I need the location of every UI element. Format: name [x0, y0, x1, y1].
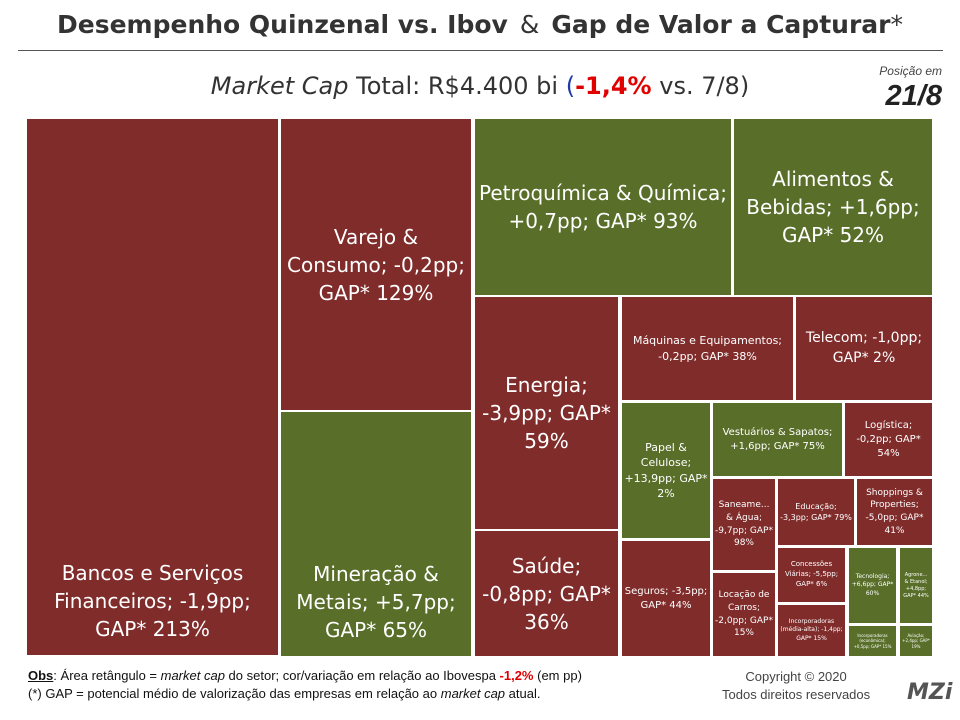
subtitle-total: Total: R$4.400 bi — [348, 72, 559, 100]
position-date: 21/8 — [885, 80, 942, 112]
treemap-tile-5: Alimentos & Bebidas; +1,6pp; GAP* 52% — [732, 117, 934, 297]
treemap-tile-label: Mineração & Metais; +5,7pp; GAP* 65% — [296, 562, 456, 642]
treemap-tile-label: Vestuários & Sapatos; +1,6pp; GAP* 75% — [722, 426, 833, 452]
obs-text-2: do setor; cor/variação em relação ao Ibo… — [224, 668, 500, 683]
treemap-tile-16: Seguros; -3,5pp; GAP* 44% — [620, 539, 712, 658]
treemap-tile-23: Aviação; +2,4pp; GAP* 19% — [898, 624, 934, 658]
treemap-tile-label: Incorporadoras (média-alta); -1,4pp; GAP… — [780, 617, 843, 642]
position-label: Posição em — [879, 64, 942, 78]
treemap-tile-6: Energia; -3,9pp; GAP* 59% — [473, 295, 620, 531]
treemap-tile-label: Varejo & Consumo; -0,2pp; GAP* 129% — [287, 224, 465, 305]
chart-title: Desempenho Quinzenal vs. Ibov & Gap de Val… — [0, 10, 960, 39]
subtitle-change: -1,4% — [575, 72, 652, 100]
obs-text-1: : Área retângulo = — [53, 668, 161, 683]
treemap-tile-15: Shoppings & Properties; -5,0pp; GAP* 41% — [855, 477, 934, 547]
treemap-tile-19: Agrone... & Etanol; +4,8pp; GAP* 44% — [898, 546, 934, 625]
mzi-logo: MZi — [907, 680, 953, 705]
copyright: Copyright © 2020 Todos direitos reservad… — [722, 668, 870, 704]
gap-italic: market cap — [440, 686, 506, 701]
copyright-line-1: Copyright © 2020 — [745, 669, 847, 684]
treemap-tile-label: Máquinas e Equipamentos; -0,2pp; GAP* 38… — [632, 334, 783, 363]
treemap-tile-label: Incorporadoras (econômica); +0,5pp; GAP*… — [853, 632, 892, 649]
treemap-tile-label: Logística; -0,2pp; GAP* 54% — [856, 419, 921, 459]
treemap-tile-label: Energia; -3,9pp; GAP* 59% — [482, 373, 611, 453]
treemap-tile-10: Papel & Celulose; +13,9pp; GAP* 2% — [620, 401, 712, 540]
treemap-tile-17: Concessões Viárias; -5,5pp; GAP* 6% — [776, 546, 847, 604]
treemap-tile-2: Varejo & Consumo; -0,2pp; GAP* 129% — [279, 117, 473, 412]
copyright-line-2: Todos direitos reservados — [722, 687, 871, 702]
title-asterisk: * — [890, 10, 903, 39]
treemap-tile-label: Tecnologia; +6,6pp; GAP* 60% — [851, 572, 894, 597]
treemap-tile-label: Locação de Carros; -2,0pp; GAP* 15% — [715, 590, 773, 639]
title-ampersand: & — [519, 10, 540, 39]
treemap-tile-12: Logística; -0,2pp; GAP* 54% — [843, 401, 934, 478]
treemap-tile-label: Concessões Viárias; -5,5pp; GAP* 6% — [784, 560, 839, 588]
treemap-tile-13: Saneame... & Água; -9,7pp; GAP* 98% — [711, 477, 777, 572]
treemap-tile-label: Saneame... & Água; -9,7pp; GAP* 98% — [715, 500, 773, 549]
chart-subtitle: Market Cap Total: R$4.400 bi (-1,4% vs. … — [0, 72, 960, 100]
title-right: Gap de Valor a Capturar — [551, 10, 891, 39]
footer-obs-note: Obs: Área retângulo = market cap do seto… — [28, 668, 582, 683]
treemap-tile-4: Petroquímica & Química; +0,7pp; GAP* 93% — [473, 117, 733, 297]
subtitle-ref: vs. 7/8) — [651, 72, 750, 100]
treemap-tile-label: Aviação; +2,4pp; GAP* 19% — [902, 632, 930, 649]
treemap-tile-21: Incorporadoras (média-alta); -1,4pp; GAP… — [776, 603, 847, 658]
obs-text-3: (em pp) — [533, 668, 582, 683]
subtitle-metric: Market Cap — [210, 72, 349, 100]
footer-gap-note: (*) GAP = potencial médio de valorização… — [28, 686, 540, 701]
title-divider — [18, 50, 943, 51]
treemap-tile-label: Educação; -3,3pp; GAP* 79% — [780, 501, 852, 522]
obs-label: Obs — [28, 668, 54, 683]
treemap-tile-20: Locação de Carros; -2,0pp; GAP* 15% — [711, 571, 777, 658]
treemap-tile-22: Incorporadoras (econômica); +0,5pp; GAP*… — [847, 624, 898, 658]
treemap-tile-label: Agrone... & Etanol; +4,8pp; GAP* 44% — [903, 571, 929, 599]
treemap-tile-label: Shoppings & Properties; -5,0pp; GAP* 41% — [865, 487, 924, 536]
treemap-tile-9: Telecom; -1,0pp; GAP* 2% — [794, 295, 934, 402]
treemap-tile-14: Educação; -3,3pp; GAP* 79% — [776, 477, 856, 547]
treemap-tile-11: Vestuários & Sapatos; +1,6pp; GAP* 75% — [711, 401, 844, 478]
treemap-tile-label: Alimentos & Bebidas; +1,6pp; GAP* 52% — [746, 167, 920, 247]
treemap-tile-18: Tecnologia; +6,6pp; GAP* 60% — [847, 546, 898, 625]
treemap-tile-label: Saúde; -0,8pp; GAP* 36% — [482, 553, 611, 634]
treemap-tile-label: Telecom; -1,0pp; GAP* 2% — [805, 329, 923, 366]
subtitle-open-paren: ( — [565, 72, 576, 100]
treemap-tile-8: Máquinas e Equipamentos; -0,2pp; GAP* 38… — [620, 295, 795, 402]
gap-text-2: atual. — [505, 686, 541, 701]
treemap-tile-label: Petroquímica & Química; +0,7pp; GAP* 93% — [478, 181, 728, 233]
treemap-tile-7: Saúde; -0,8pp; GAP* 36% — [473, 529, 620, 658]
obs-ibov-change: -1,2% — [499, 668, 534, 683]
treemap-tile-label: Seguros; -3,5pp; GAP* 44% — [624, 585, 708, 611]
treemap-tile-3: Mineração & Metais; +5,7pp; GAP* 65% — [279, 410, 473, 658]
obs-italic: market cap — [160, 668, 225, 683]
gap-text-1: (*) GAP = potencial médio de valorização… — [28, 686, 441, 701]
treemap-tile-label: Bancos e Serviços Financeiros; -1,9pp; G… — [54, 561, 251, 641]
treemap-tile-1: Bancos e Serviços Financeiros; -1,9pp; G… — [25, 117, 280, 657]
treemap-tile-label: Papel & Celulose; +13,9pp; GAP* 2% — [624, 440, 708, 500]
title-left: Desempenho Quinzenal vs. Ibov — [57, 10, 508, 39]
